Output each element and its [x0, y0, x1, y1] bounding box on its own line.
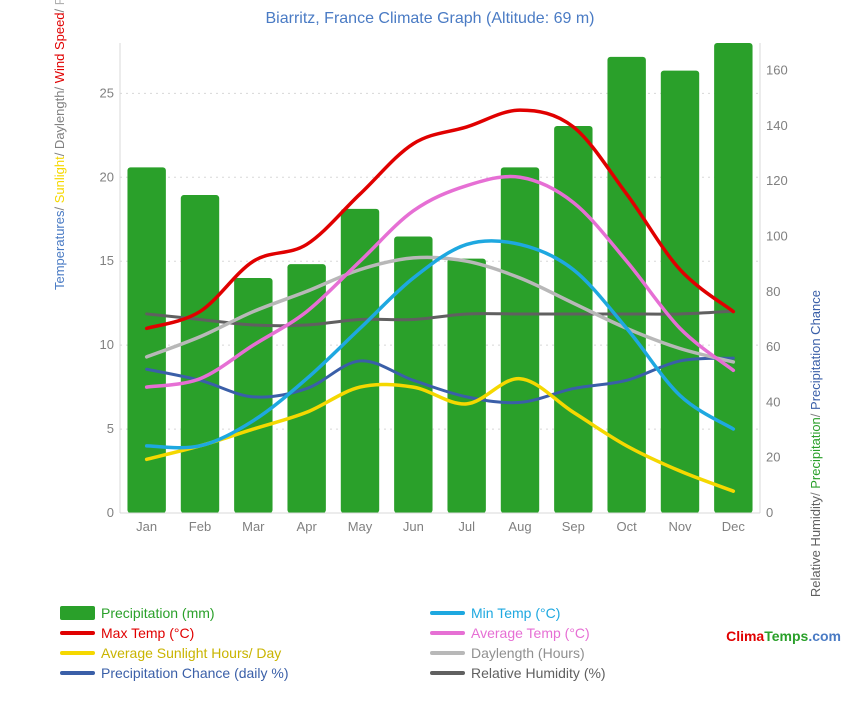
- svg-text:Feb: Feb: [189, 519, 211, 534]
- legend-row: Precipitation (mm) Min Temp (°C): [60, 605, 800, 621]
- legend-swatch: [60, 651, 95, 655]
- legend-item: Min Temp (°C): [430, 605, 800, 621]
- legend-swatch: [60, 606, 95, 620]
- legend-row: Precipitation Chance (daily %) Relative H…: [60, 665, 800, 681]
- svg-text:Aug: Aug: [508, 519, 531, 534]
- legend-item: Precipitation (mm): [60, 605, 430, 621]
- svg-text:0: 0: [766, 505, 773, 520]
- legend-swatch: [430, 611, 465, 615]
- legend-swatch: [60, 671, 95, 675]
- svg-text:25: 25: [100, 85, 114, 100]
- legend-swatch: [430, 651, 465, 655]
- legend-label: Daylength (Hours): [471, 645, 585, 661]
- legend-item: Max Temp (°C): [60, 625, 430, 641]
- left-axis-label: Temperatures/ Sunlight/ Daylength/ Wind …: [52, 0, 67, 290]
- svg-text:May: May: [348, 519, 373, 534]
- svg-text:20: 20: [766, 450, 780, 465]
- legend-swatch: [60, 631, 95, 635]
- legend-item: Average Sunlight Hours/ Day: [60, 645, 430, 661]
- svg-text:160: 160: [766, 63, 788, 78]
- svg-text:140: 140: [766, 118, 788, 133]
- legend-item: Precipitation Chance (daily %): [60, 665, 430, 681]
- chart-svg: 0 5 10 15 20 25 0 20 40 60 80 100 120 140 160 Jan Feb Mar…: [80, 33, 800, 553]
- plot-area: 0 5 10 15 20 25 0 20 40 60 80 100 120 140 160 Jan Feb Mar…: [80, 33, 800, 553]
- svg-text:15: 15: [100, 253, 114, 268]
- legend-label: Average Temp (°C): [471, 625, 590, 641]
- legend-swatch: [430, 631, 465, 635]
- svg-text:80: 80: [766, 284, 780, 299]
- legend-swatch: [430, 671, 465, 675]
- legend-label: Min Temp (°C): [471, 605, 560, 621]
- svg-text:Jan: Jan: [136, 519, 157, 534]
- svg-text:40: 40: [766, 394, 780, 409]
- svg-text:20: 20: [100, 169, 114, 184]
- svg-text:Sep: Sep: [562, 519, 585, 534]
- legend-label: Precipitation (mm): [101, 605, 215, 621]
- svg-text:Jul: Jul: [458, 519, 475, 534]
- legend-item: Daylength (Hours): [430, 645, 800, 661]
- svg-text:Jun: Jun: [403, 519, 424, 534]
- svg-text:60: 60: [766, 339, 780, 354]
- svg-text:120: 120: [766, 173, 788, 188]
- svg-text:Apr: Apr: [297, 519, 318, 534]
- svg-text:Dec: Dec: [722, 519, 746, 534]
- svg-text:Nov: Nov: [668, 519, 692, 534]
- svg-text:5: 5: [107, 421, 114, 436]
- svg-text:10: 10: [100, 337, 114, 352]
- legend-row: Average Sunlight Hours/ Day Daylength (Ho…: [60, 645, 800, 661]
- legend-label: Relative Humidity (%): [471, 665, 606, 681]
- legend-label: Average Sunlight Hours/ Day: [101, 645, 281, 661]
- legend-label: Precipitation Chance (daily %): [101, 665, 289, 681]
- svg-text:Mar: Mar: [242, 519, 265, 534]
- legend-row: Max Temp (°C) Average Temp (°C): [60, 625, 800, 641]
- chart-title: Biarritz, France Climate Graph (Altitude…: [50, 10, 810, 28]
- svg-text:Oct: Oct: [617, 519, 638, 534]
- legend: Precipitation (mm) Min Temp (°C) Max Temp …: [60, 605, 800, 685]
- right-axis-label: Relative Humidity/ Precipitation/ Precip…: [808, 290, 823, 597]
- legend-label: Max Temp (°C): [101, 625, 194, 641]
- climate-chart: Biarritz, France Climate Graph (Altitude…: [50, 10, 810, 610]
- attribution: ClimaTemps.com: [726, 628, 841, 644]
- svg-text:100: 100: [766, 229, 788, 244]
- legend-item: Relative Humidity (%): [430, 665, 800, 681]
- svg-text:0: 0: [107, 505, 114, 520]
